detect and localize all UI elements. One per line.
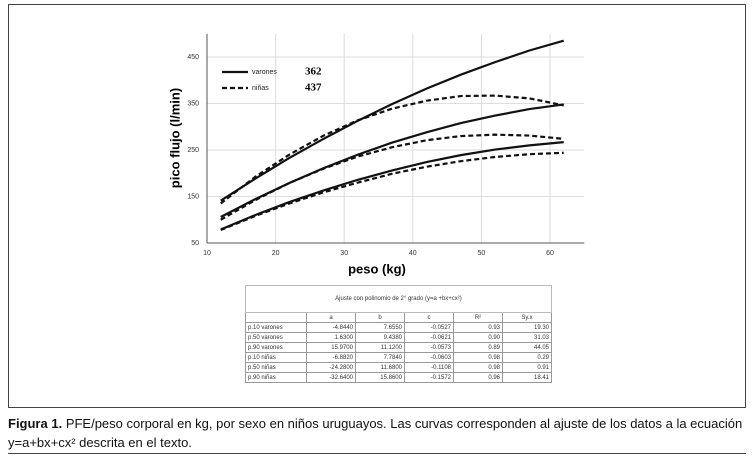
- table-cell: -0.0573: [404, 342, 454, 353]
- table-cell: 31.03: [502, 332, 552, 343]
- y-axis-label: pico flujo (l/min): [167, 88, 182, 188]
- y-tick-label: 150: [187, 193, 199, 200]
- table-cell: p.90 varones: [245, 342, 307, 353]
- fit-table: Ajuste con polinomio de 2° grado (y=a +b…: [245, 285, 552, 383]
- table-cell: p.10 niñas: [245, 352, 307, 363]
- y-tick-label: 250: [187, 147, 199, 154]
- figure-frame: [8, 4, 746, 408]
- table-cell: -0.1108: [404, 362, 454, 373]
- line-series: [220, 39, 565, 202]
- table-row: p.90 varones 15.9700 11.1200 -0.0573 0.89 44.…: [245, 342, 552, 353]
- table-cell: 7.6550: [355, 322, 405, 333]
- line-series: [220, 103, 564, 218]
- table-cell: -32.6400: [306, 372, 356, 383]
- y-tick-label: 350: [187, 100, 199, 107]
- x-tick-label: 10: [203, 250, 211, 257]
- x-tick-label: 30: [340, 250, 348, 257]
- legend-count: 437: [305, 82, 322, 94]
- header-cell: a: [306, 312, 356, 323]
- legend-label: varones: [252, 69, 277, 76]
- table-title-row: Ajuste con polinomio de 2° grado (y=a +b…: [245, 285, 552, 313]
- table-cell: -0.0527: [404, 322, 454, 333]
- table-cell: -0.1572: [404, 372, 454, 383]
- x-tick-label: 40: [409, 250, 417, 257]
- table-cell: p.50 niñas: [245, 362, 307, 373]
- header-cell: c: [404, 312, 454, 323]
- y-tick-label: 50: [191, 240, 199, 247]
- table-cell: 11.6800: [355, 362, 405, 373]
- table-cell: 0.91: [502, 362, 552, 373]
- caption: Figura 1. PFE/peso corporal en kg, por s…: [8, 414, 746, 454]
- table-row: p.50 varones 1.6300 9.4380 -0.0621 0.90 31.03: [245, 332, 552, 343]
- table-row: p.10 varones -4.8440 7.6550 -0.0527 0.93 19.3…: [245, 322, 552, 333]
- legend-count: 362: [305, 66, 322, 78]
- table-cell: 0.98: [453, 362, 503, 373]
- line-series: [220, 151, 564, 231]
- table-cell: 7.7840: [355, 352, 405, 363]
- table-cell: 0.29: [502, 352, 552, 363]
- line-series: [220, 140, 564, 231]
- header-cell: R²: [453, 312, 503, 323]
- table-cell: -24.2800: [306, 362, 356, 373]
- table-cell: p.10 varones: [245, 322, 307, 333]
- table-cell: 18.41: [502, 372, 552, 383]
- table-cell: 11.1200: [355, 342, 405, 353]
- table-cell: 19.30: [502, 322, 552, 333]
- table-cell: 0.98: [453, 352, 503, 363]
- line-series: [220, 133, 564, 221]
- y-tick-label: 450: [187, 54, 199, 61]
- line-series: [220, 94, 564, 205]
- header-cell: [245, 312, 307, 323]
- table-cell: -0.0603: [404, 352, 454, 363]
- table-cell: p.90 niñas: [245, 372, 307, 383]
- x-tick-label: 50: [478, 250, 486, 257]
- table-cell: 0.89: [453, 342, 503, 353]
- table-cell: -6.8820: [306, 352, 356, 363]
- table-cell: 9.4380: [355, 332, 405, 343]
- table-cell: 44.05: [502, 342, 552, 353]
- caption-label: Figura 1.: [8, 416, 63, 431]
- table-cell: 0.90: [453, 332, 503, 343]
- table-cell: 0.93: [453, 322, 503, 333]
- chart: pico flujo (l/min) peso (kg) 50 150 250 350…: [167, 33, 585, 276]
- table-cell: 1.6300: [306, 332, 356, 343]
- table-cell: -0.0621: [404, 332, 454, 343]
- caption-text: PFE/peso corporal en kg, por sexo en niñ…: [8, 416, 743, 450]
- table-cell: 15.8600: [355, 372, 405, 383]
- header-cell: b: [355, 312, 405, 323]
- legend-label: niñas: [252, 85, 269, 92]
- table-cell: p.50 varones: [245, 332, 307, 343]
- x-tick-label: 60: [546, 250, 554, 257]
- table-cell: 0.96: [453, 372, 503, 383]
- table-row: p.10 niñas -6.8820 7.7840 -0.0603 0.98 0.29: [245, 352, 552, 363]
- table-cell: -4.8440: [306, 322, 356, 333]
- header-cell: Sy.x: [502, 312, 552, 323]
- table-row: p.90 niñas -32.6400 15.8600 -0.1572 0.96 18.4…: [245, 372, 552, 383]
- table-row: p.50 niñas -24.2800 11.6800 -0.1108 0.98 0.91: [245, 362, 552, 373]
- x-axis-label: peso (kg): [348, 261, 406, 276]
- table-cell: 15.9700: [306, 342, 356, 353]
- table-title: Ajuste con polinomio de 2° grado (y=a +b…: [245, 285, 552, 313]
- table-header-row: a b c R² Sy.x: [245, 312, 552, 323]
- x-tick-label: 20: [272, 250, 280, 257]
